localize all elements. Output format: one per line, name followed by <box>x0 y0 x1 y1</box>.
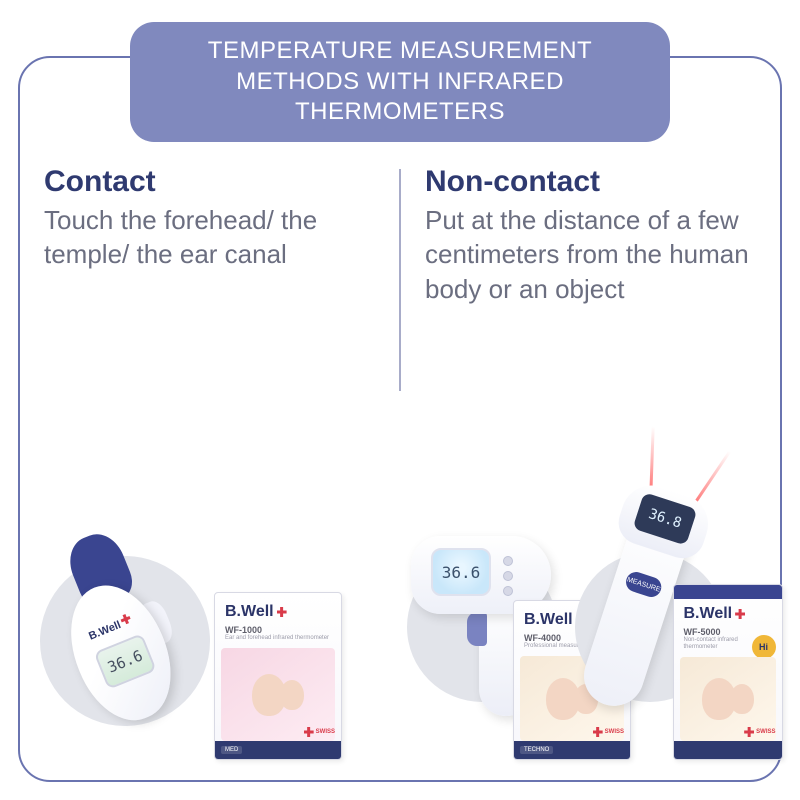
box-footer: MED <box>215 741 341 759</box>
column-contact: Contact Touch the forehead/ the temple/ … <box>44 165 399 766</box>
device-display: 36.6 <box>431 548 491 596</box>
footer-chip: TECHNO <box>520 746 553 754</box>
contact-description: Touch the forehead/ the temple/ the ear … <box>44 203 375 272</box>
device-buttons <box>503 556 513 596</box>
product-wf1000: B.Well 36.6 B.Well WF-1000 Ear and foreh… <box>44 466 375 766</box>
noncontact-description: Put at the distance of a few centimeters… <box>425 203 756 306</box>
product-box-wf1000: B.Well WF-1000 Ear and forehead infrared… <box>214 592 342 760</box>
product-box-wf5000: B.Well WF-5000 Non-contact infrared ther… <box>673 584 783 760</box>
noncontact-heading: Non-contact <box>425 165 756 199</box>
badge-hi: Hi <box>752 635 776 659</box>
box-footer <box>674 741 782 759</box>
swiss-label: SWISS <box>304 727 335 737</box>
box-subtitle: Ear and forehead infrared thermometer <box>215 635 341 642</box>
brand-logo: B.Well <box>684 605 772 623</box>
footer-chip: MED <box>221 746 242 754</box>
contact-heading: Contact <box>44 165 375 199</box>
product-wf5000: 36.8 MEASURE B.Well WF-5000 Non-contact … <box>595 466 757 766</box>
contact-products: B.Well 36.6 B.Well WF-1000 Ear and foreh… <box>44 466 375 766</box>
column-noncontact: Non-contact Put at the distance of a few… <box>401 165 756 766</box>
noncontact-products: 36.6 B.Well WF-4000 Professional measure… <box>425 466 756 766</box>
box-model: WF-1000 <box>215 625 341 635</box>
swiss-label: SWISS <box>744 727 775 737</box>
content-columns: Contact Touch the forehead/ the temple/ … <box>44 165 756 766</box>
brand-logo: B.Well <box>225 603 331 621</box>
page-title: TEMPERATURE MEASUREMENT METHODS WITH INF… <box>130 22 670 142</box>
